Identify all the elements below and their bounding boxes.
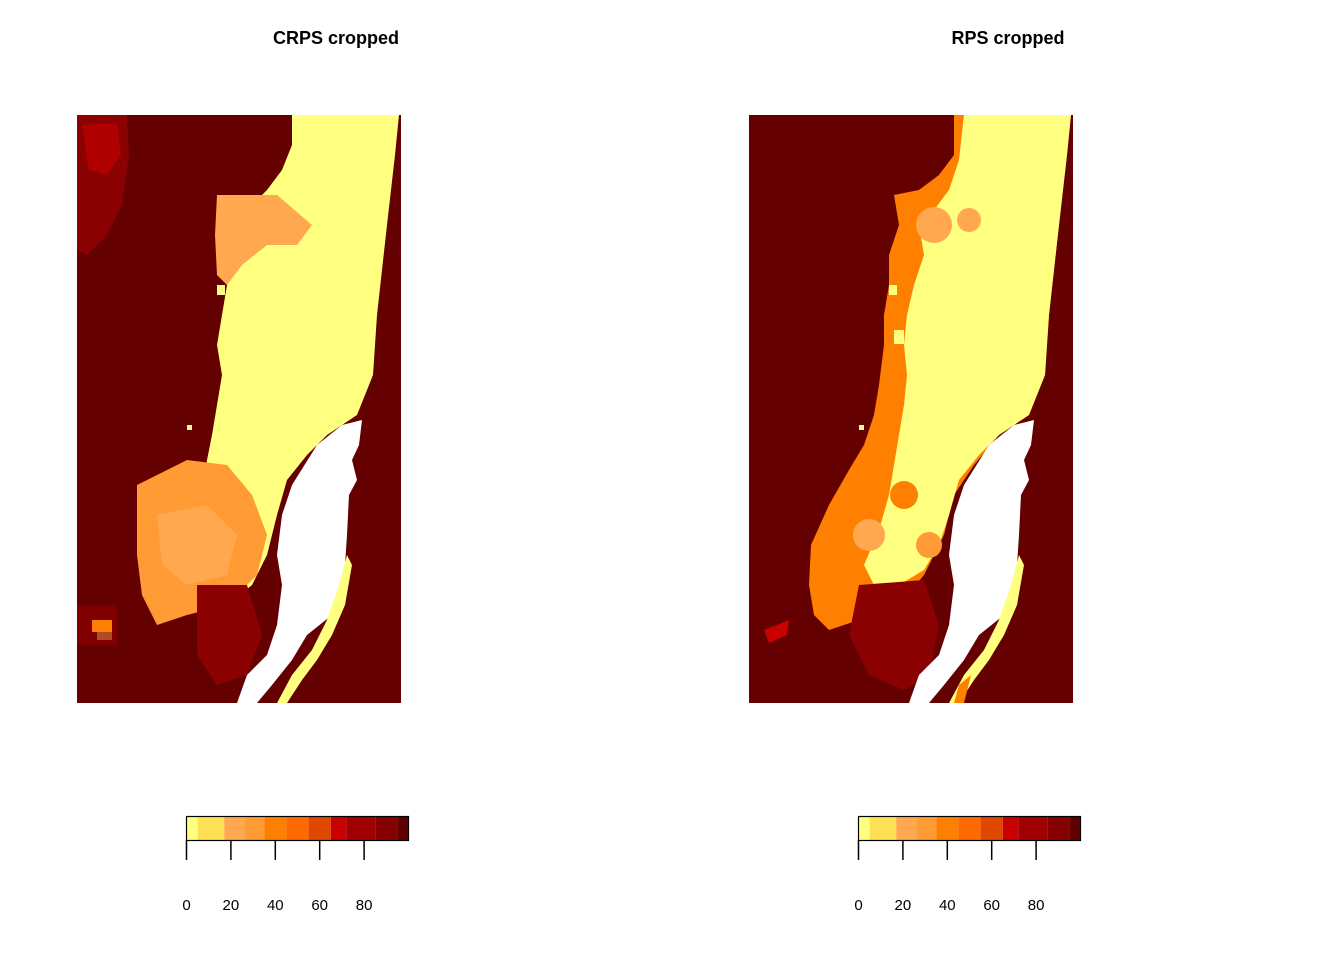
colorbar-swatch <box>1002 816 1019 841</box>
map-speck <box>222 330 232 344</box>
colorbar-tick-label: 40 <box>267 897 284 914</box>
map-zone <box>764 620 789 643</box>
map-coast <box>949 555 1024 703</box>
panel-crps: CRPS cropped 0 20 40 60 80 <box>77 28 410 916</box>
colorbar-tick-label: 80 <box>356 897 373 914</box>
colorbar-swatch <box>869 816 897 841</box>
colorbar-frame <box>857 815 1082 842</box>
colorbar-tick-label: 0 <box>182 897 190 914</box>
colorbar-swatch <box>858 816 870 841</box>
colorbar-tick-label: 0 <box>854 897 862 914</box>
colorbar-swatch <box>916 816 937 841</box>
map-rps <box>749 115 1073 703</box>
colorbar-swatch <box>308 816 331 841</box>
colorbar-tick-label: 40 <box>939 897 956 914</box>
colorbar-swatch <box>224 816 245 841</box>
colorbar-tick-label: 20 <box>895 897 912 914</box>
colorbar-swatch <box>896 816 917 841</box>
map-blotch <box>853 519 885 551</box>
map-land-urban <box>864 115 1071 585</box>
colorbar-swatch <box>330 816 347 841</box>
colorbar-swatch <box>1018 816 1048 841</box>
map-crps <box>77 115 401 703</box>
map-speck <box>859 425 864 430</box>
colorbar-swatch <box>375 816 398 841</box>
map-speck <box>187 425 192 430</box>
map-blotch <box>957 208 981 232</box>
map-speck <box>227 350 233 360</box>
map-blotch <box>916 207 952 243</box>
map-coast <box>954 675 971 703</box>
map-zone <box>157 505 237 585</box>
colorbar-swatch <box>186 816 198 841</box>
map-coast <box>277 555 352 703</box>
colorbar-tick-label: 60 <box>311 897 328 914</box>
map-speck <box>889 285 897 295</box>
colorbar-frame <box>185 815 410 842</box>
map-zone <box>849 580 939 690</box>
map-water <box>237 420 362 703</box>
map-zone <box>197 585 262 685</box>
colorbar-tick-label: 80 <box>1028 897 1045 914</box>
colorbar-swatch <box>286 816 309 841</box>
colorbar-crps: 0 20 40 60 80 <box>182 815 410 914</box>
colorbar-swatch <box>346 816 376 841</box>
panel-rps: RPS cropped 0 20 40 60 80 <box>672 0 1344 960</box>
panel-title-rps: RPS cropped <box>951 28 1065 48</box>
colorbar-tick-label: 60 <box>983 897 1000 914</box>
panel-title-crps: CRPS cropped <box>272 28 400 48</box>
map-blotch <box>916 532 942 558</box>
map-blotch <box>890 481 918 509</box>
map-zone <box>215 195 312 285</box>
map-water <box>909 420 1034 703</box>
colorbar-swatch <box>397 816 409 841</box>
colorbar-swatch <box>980 816 1003 841</box>
colorbar-swatch <box>264 816 287 841</box>
colorbar-swatch <box>958 816 981 841</box>
colorbar-swatch <box>1047 816 1070 841</box>
colorbar-tick-label: 20 <box>223 897 240 914</box>
colorbar-rps: 0 20 40 60 80 <box>854 815 1082 914</box>
map-speck <box>92 620 112 632</box>
colorbar-swatch <box>244 816 265 841</box>
colorbar-swatch <box>197 816 225 841</box>
map-speck <box>217 285 225 295</box>
legend-crps: 0 20 40 60 80 <box>182 815 410 916</box>
colorbar-swatch <box>936 816 959 841</box>
map-speck <box>894 330 904 344</box>
map-patch <box>82 123 121 175</box>
legend-rps: 0 20 40 60 80 <box>854 815 1082 916</box>
colorbar-swatch <box>1069 816 1081 841</box>
